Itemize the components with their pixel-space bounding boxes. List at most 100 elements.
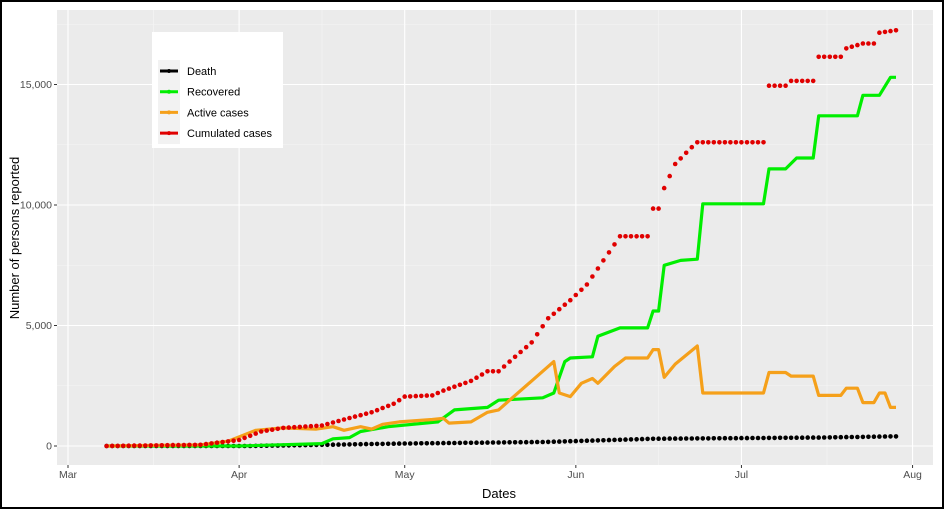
data-point-death <box>821 435 827 440</box>
data-point-cumulated-cases <box>678 156 683 161</box>
data-point-death <box>325 442 330 448</box>
data-point-death <box>452 440 457 446</box>
legend-key-marker <box>167 89 171 94</box>
data-point-death <box>540 439 545 445</box>
data-point-death <box>799 435 805 441</box>
data-point-death <box>639 436 645 442</box>
data-point-death <box>888 434 893 439</box>
legend-key-marker <box>167 131 171 136</box>
data-point-cumulated-cases <box>667 173 672 179</box>
legend-key-marker <box>167 110 171 115</box>
data-point-death <box>661 436 667 442</box>
data-point-cumulated-cases <box>700 140 706 145</box>
data-point-cumulated-cases <box>352 414 358 419</box>
data-point-death <box>534 439 540 445</box>
data-point-cumulated-cases <box>805 78 810 84</box>
data-point-cumulated-cases <box>551 311 557 317</box>
data-point-death <box>794 435 799 441</box>
data-point-cumulated-cases <box>838 54 844 60</box>
data-point-death <box>557 439 562 444</box>
data-point-death <box>766 435 772 441</box>
data-point-cumulated-cases <box>325 421 330 427</box>
data-point-death <box>407 441 413 446</box>
data-point-death <box>816 435 821 440</box>
data-point-cumulated-cases <box>236 437 242 443</box>
data-point-death <box>490 440 496 445</box>
data-point-cumulated-cases <box>253 431 258 436</box>
data-point-cumulated-cases <box>303 424 308 429</box>
data-point-cumulated-cases <box>258 429 264 434</box>
data-point-death <box>772 435 777 441</box>
data-point-death <box>341 442 347 447</box>
data-point-death <box>628 437 634 442</box>
data-point-cumulated-cases <box>126 443 131 449</box>
legend-label: Death <box>187 66 216 78</box>
data-point-cumulated-cases <box>402 394 408 399</box>
data-point-death <box>623 437 628 442</box>
data-point-cumulated-cases <box>628 234 634 239</box>
data-point-cumulated-cases <box>827 54 833 60</box>
data-point-cumulated-cases <box>810 78 816 84</box>
data-point-cumulated-cases <box>540 324 545 329</box>
legend: Death Recovered Active cases Cumulated case… <box>152 32 283 148</box>
data-point-death <box>496 440 501 445</box>
data-point-death <box>380 441 385 447</box>
data-point-death <box>545 439 551 445</box>
data-point-death <box>860 434 866 440</box>
data-point-cumulated-cases <box>788 78 794 84</box>
legend-label: Recovered <box>187 87 240 99</box>
data-point-cumulated-cases <box>722 140 728 145</box>
data-point-death <box>518 439 523 445</box>
data-point-cumulated-cases <box>347 415 352 421</box>
data-point-cumulated-cases <box>750 140 755 145</box>
data-point-cumulated-cases <box>336 418 341 424</box>
data-point-cumulated-cases <box>292 424 297 430</box>
data-point-cumulated-cases <box>424 393 430 398</box>
data-point-death <box>827 435 833 440</box>
data-point-cumulated-cases <box>203 441 209 447</box>
legend-label: Active cases <box>187 107 249 119</box>
data-point-cumulated-cases <box>181 442 187 448</box>
data-point-cumulated-cases <box>871 41 877 46</box>
series-layer <box>104 28 899 449</box>
data-point-cumulated-cases <box>557 306 562 312</box>
x-axis-title: Dates <box>482 486 516 501</box>
data-point-death <box>866 434 871 440</box>
data-point-cumulated-cases <box>457 382 463 388</box>
data-point-cumulated-cases <box>534 332 540 337</box>
data-point-cumulated-cases <box>247 433 253 439</box>
data-point-cumulated-cases <box>192 442 198 448</box>
data-point-death <box>656 436 661 442</box>
data-point-death <box>419 441 424 446</box>
data-point-death <box>882 434 888 439</box>
data-point-cumulated-cases <box>529 340 534 345</box>
data-point-death <box>871 434 877 440</box>
data-point-cumulated-cases <box>148 443 154 448</box>
data-point-death <box>849 434 855 440</box>
data-point-death <box>463 440 468 446</box>
data-point-death <box>551 439 557 445</box>
data-point-cumulated-cases <box>363 411 369 417</box>
data-point-cumulated-cases <box>799 78 805 84</box>
data-point-death <box>507 440 512 445</box>
data-point-cumulated-cases <box>286 425 292 430</box>
data-point-death <box>330 442 336 448</box>
data-point-death <box>777 435 783 441</box>
data-point-death <box>689 436 695 441</box>
data-point-cumulated-cases <box>512 354 518 360</box>
data-point-death <box>391 441 397 447</box>
legend-key-background <box>158 60 180 144</box>
data-point-death <box>805 435 810 440</box>
data-point-death <box>667 436 672 441</box>
data-point-cumulated-cases <box>877 30 882 35</box>
data-point-cumulated-cases <box>893 28 899 33</box>
data-point-death <box>788 435 794 441</box>
data-point-death <box>645 436 650 442</box>
data-point-death <box>336 442 341 447</box>
data-point-cumulated-cases <box>441 388 446 393</box>
data-point-cumulated-cases <box>562 302 568 308</box>
data-point-cumulated-cases <box>545 316 551 321</box>
data-point-cumulated-cases <box>683 150 689 156</box>
data-point-death <box>369 441 374 447</box>
data-point-death <box>590 438 595 443</box>
